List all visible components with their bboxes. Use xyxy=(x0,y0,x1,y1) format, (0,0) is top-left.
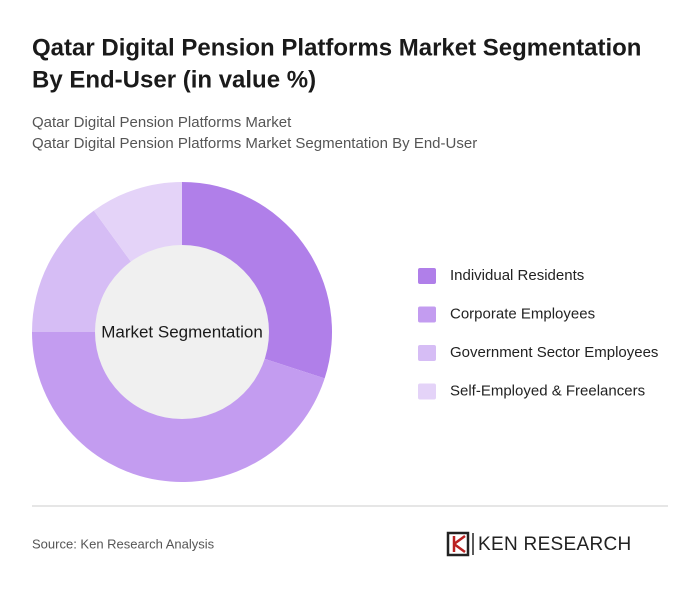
legend-label: Individual Residents xyxy=(450,267,584,284)
subtitle: Qatar Digital Pension Platforms Market xyxy=(32,114,292,131)
logo-icon xyxy=(446,531,470,557)
legend-swatch xyxy=(418,345,436,361)
donut-hole xyxy=(95,245,269,419)
legend-label: Corporate Employees xyxy=(450,305,595,322)
brand-logo: KEN RESEARCH xyxy=(446,531,632,557)
source: Source: Ken Research Analysis xyxy=(32,536,215,551)
brand-name: KEN RESEARCH xyxy=(478,534,632,555)
legend-swatch xyxy=(418,306,436,323)
chart-title: Qatar Digital Pension Platforms Market S… xyxy=(32,34,641,61)
chart-title: By End-User (in value %) xyxy=(32,66,316,93)
legend-label: Self-Employed & Freelancers xyxy=(450,382,645,399)
logo-icon xyxy=(452,534,466,554)
legend-label: Government Sector Employees xyxy=(450,344,658,361)
legend-swatch xyxy=(418,268,436,284)
legend: Individual Residents Corporate Employees G… xyxy=(418,267,658,400)
subtitle: Qatar Digital Pension Platforms Market S… xyxy=(32,135,477,152)
legend-swatch xyxy=(418,383,436,400)
center-label: Market Segmentation xyxy=(101,322,263,341)
